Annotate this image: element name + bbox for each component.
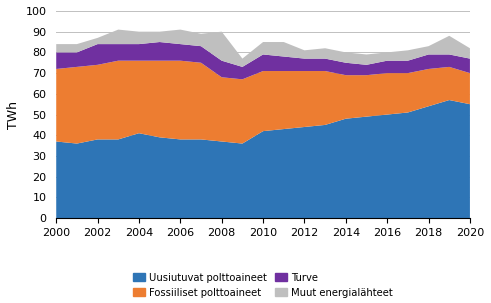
- Y-axis label: TWh: TWh: [7, 101, 20, 128]
- Legend: Uusiutuvat polttoaineet, Fossiiliset polttoaineet, Turve, Muut energialähteet: Uusiutuvat polttoaineet, Fossiiliset pol…: [129, 269, 397, 302]
